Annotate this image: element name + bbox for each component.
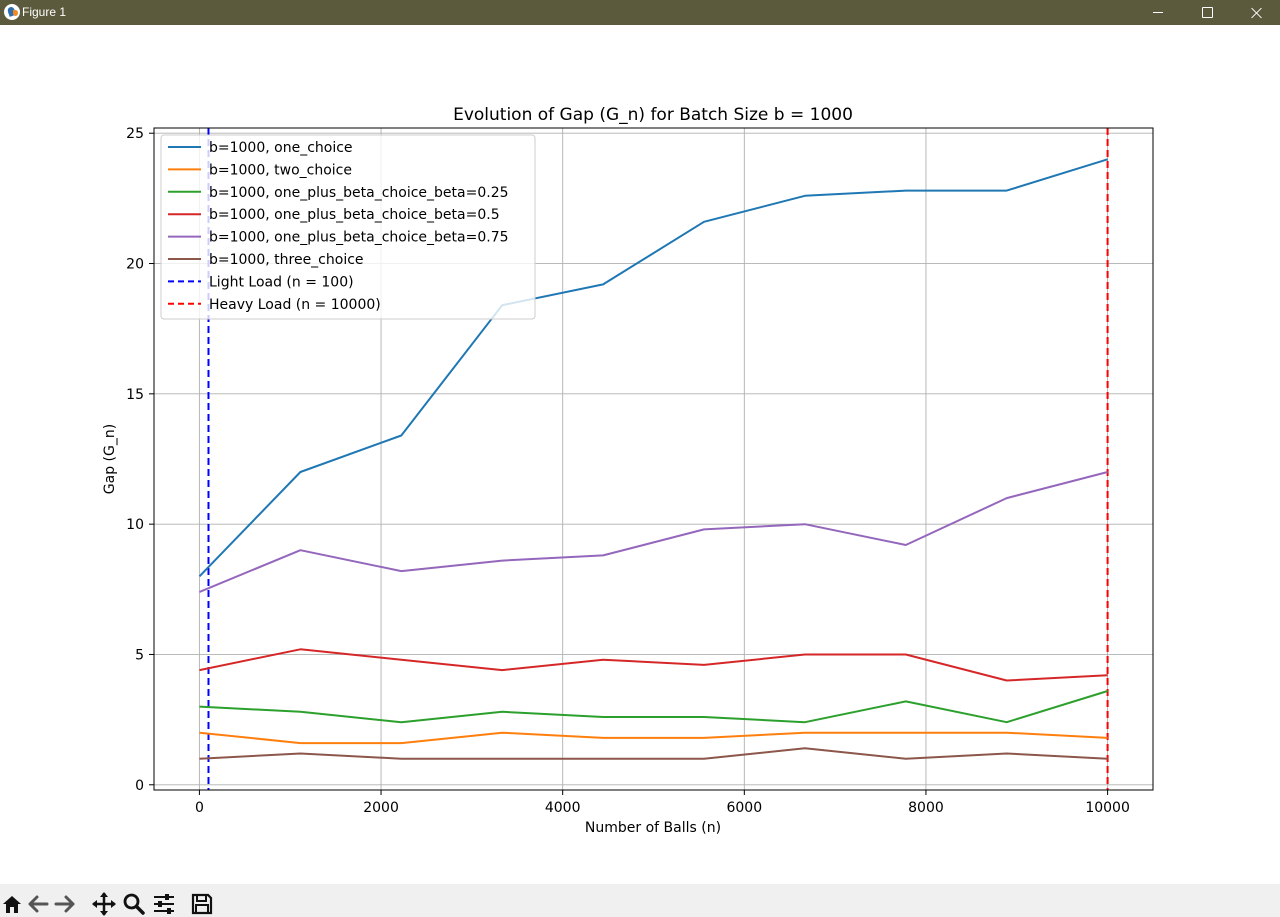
save-icon — [191, 893, 213, 915]
window-title: Figure 1 — [22, 5, 67, 19]
series-line — [199, 731, 1108, 745]
y-tick-label: 0 — [135, 778, 144, 794]
window-titlebar: Figure 1 — [0, 0, 1280, 25]
y-tick-label: 25 — [126, 126, 144, 142]
maximize-button[interactable] — [1184, 0, 1230, 25]
zoom-button[interactable] — [122, 892, 146, 916]
legend-box — [160, 134, 536, 320]
save-button[interactable] — [190, 892, 214, 916]
forward-arrow-icon — [54, 895, 75, 913]
close-icon — [1251, 7, 1263, 19]
legend-label: b=1000, one_choice — [209, 140, 353, 156]
chart-title: Evolution of Gap (G_n) for Batch Size b … — [453, 105, 853, 125]
forward-button[interactable] — [53, 892, 77, 916]
x-tick-label: 10000 — [1085, 800, 1130, 816]
y-axis-label: Gap (G_n) — [102, 424, 118, 494]
legend-label: Light Load (n = 100) — [209, 274, 354, 290]
y-tick-label: 10 — [126, 517, 144, 533]
y-tick-label: 5 — [135, 647, 144, 663]
navigation-toolbar — [0, 884, 1280, 917]
series-line — [199, 747, 1108, 760]
minimize-icon — [1153, 12, 1163, 13]
back-arrow-icon — [28, 895, 49, 913]
x-tick-label: 8000 — [908, 800, 944, 816]
close-button[interactable] — [1234, 0, 1280, 25]
legend: b=1000, one_choice b=1000, two_choice b=10… — [160, 134, 536, 320]
axis-ticks: 0 2000 4000 6000 8000 10000 0 5 10 15 20 25 — [126, 126, 1130, 816]
x-tick-label: 6000 — [726, 800, 762, 816]
legend-label: b=1000, three_choice — [209, 252, 364, 268]
minimize-button[interactable] — [1135, 0, 1181, 25]
series-line — [198, 158, 1108, 577]
legend-label: b=1000, two_choice — [209, 162, 352, 178]
legend-label: b=1000, one_plus_beta_choice_beta=0.5 — [209, 207, 500, 223]
x-tick-label: 0 — [195, 800, 204, 816]
configure-subplots-button[interactable] — [152, 892, 176, 916]
configure-subplots-icon — [154, 894, 174, 914]
legend-label: b=1000, one_plus_beta_choice_beta=0.75 — [209, 230, 509, 246]
legend-label: Heavy Load (n = 10000) — [209, 297, 381, 313]
pan-icon — [92, 892, 116, 916]
home-icon — [3, 896, 21, 913]
series-line — [199, 648, 1108, 682]
y-tick-label: 15 — [126, 387, 144, 403]
series-line — [199, 471, 1108, 593]
series-line — [199, 690, 1108, 724]
x-tick-label: 4000 — [545, 800, 581, 816]
home-button[interactable] — [0, 892, 24, 916]
axes-frame — [153, 127, 1154, 791]
matplotlib-app-icon — [4, 4, 20, 20]
chart-canvas[interactable]: 0 2000 4000 6000 8000 10000 0 5 10 15 20 25 Evoluti… — [0, 25, 1280, 884]
x-tick-label: 2000 — [363, 800, 399, 816]
zoom-icon — [123, 893, 145, 915]
data-series — [198, 158, 1108, 760]
maximize-icon — [1201, 7, 1213, 18]
pan-button[interactable] — [92, 892, 116, 916]
back-button[interactable] — [26, 892, 50, 916]
legend-label: b=1000, one_plus_beta_choice_beta=0.25 — [209, 185, 509, 201]
x-axis-label: Number of Balls (n) — [585, 820, 721, 836]
y-tick-label: 20 — [126, 257, 144, 273]
